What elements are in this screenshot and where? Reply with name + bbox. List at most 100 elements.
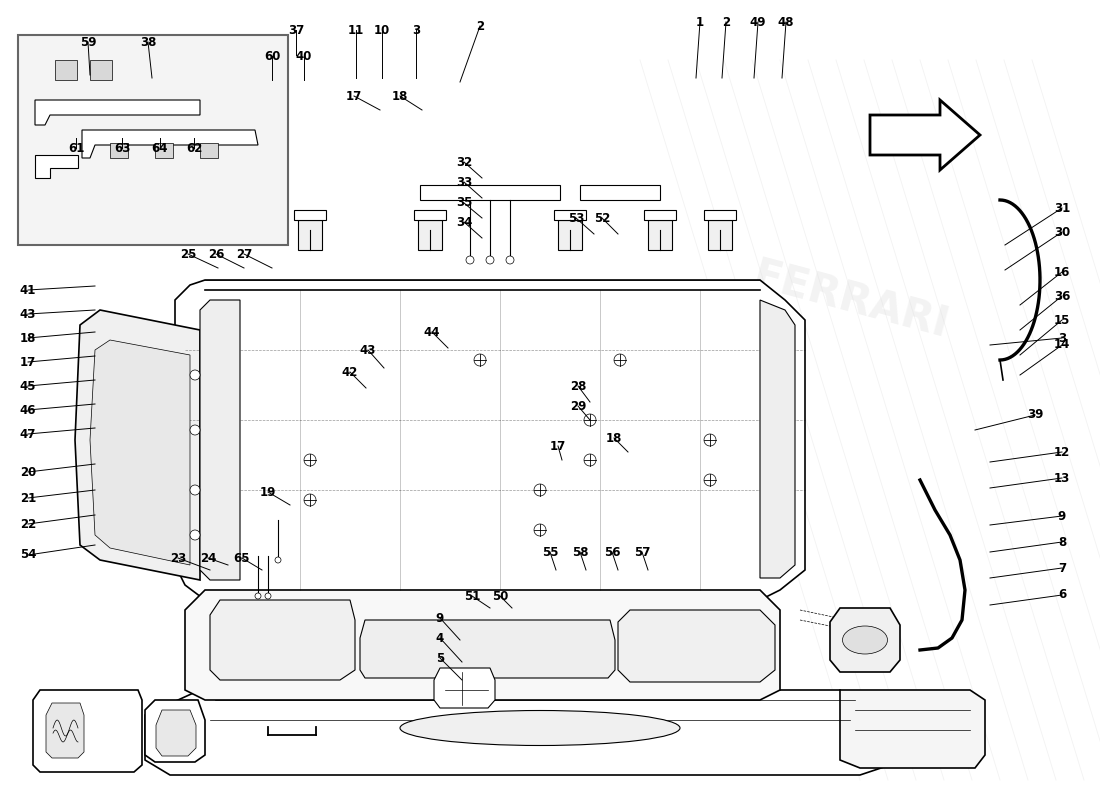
Polygon shape: [760, 300, 795, 578]
Polygon shape: [870, 100, 980, 170]
Polygon shape: [35, 100, 200, 125]
Text: 30: 30: [1054, 226, 1070, 238]
Text: 43: 43: [20, 307, 36, 321]
Text: 28: 28: [570, 379, 586, 393]
Text: 39: 39: [1026, 409, 1043, 422]
Bar: [90, 60, 112, 80]
Text: 2: 2: [476, 19, 484, 33]
Bar: [200, 143, 218, 158]
Text: 13: 13: [1054, 471, 1070, 485]
Polygon shape: [175, 280, 805, 600]
Circle shape: [265, 593, 271, 599]
FancyBboxPatch shape: [18, 35, 288, 245]
Text: 34: 34: [455, 215, 472, 229]
Bar: [155, 143, 173, 158]
Text: 24: 24: [200, 551, 217, 565]
Text: 11: 11: [348, 23, 364, 37]
Text: 3: 3: [1058, 331, 1066, 345]
Bar: [644, 210, 676, 220]
Polygon shape: [82, 130, 258, 158]
Circle shape: [304, 454, 316, 466]
Bar: [704, 210, 736, 220]
Bar: [110, 143, 128, 158]
Polygon shape: [33, 690, 142, 772]
Circle shape: [474, 354, 486, 366]
Circle shape: [275, 557, 280, 563]
Polygon shape: [145, 700, 205, 762]
Circle shape: [704, 474, 716, 486]
Polygon shape: [35, 155, 78, 178]
Text: 9: 9: [1058, 510, 1066, 522]
Text: 21: 21: [20, 491, 36, 505]
Polygon shape: [618, 610, 776, 682]
Text: 25: 25: [179, 247, 196, 261]
Circle shape: [190, 485, 200, 495]
Text: 41: 41: [20, 283, 36, 297]
Text: 4: 4: [436, 631, 444, 645]
Ellipse shape: [843, 626, 888, 654]
Text: 45: 45: [20, 379, 36, 393]
Bar: [558, 220, 582, 250]
Text: 60: 60: [264, 50, 280, 62]
Text: 50: 50: [492, 590, 508, 602]
Polygon shape: [185, 590, 780, 700]
Text: 52: 52: [594, 211, 610, 225]
Circle shape: [534, 484, 546, 496]
Text: 2: 2: [722, 15, 730, 29]
Circle shape: [506, 256, 514, 264]
Text: 17: 17: [345, 90, 362, 102]
Bar: [55, 60, 77, 80]
Polygon shape: [840, 690, 984, 768]
Text: 10: 10: [374, 23, 390, 37]
Circle shape: [255, 593, 261, 599]
Bar: [580, 185, 660, 200]
Text: 58: 58: [572, 546, 588, 558]
Text: 49: 49: [750, 15, 767, 29]
Bar: [420, 185, 560, 200]
Text: 51: 51: [464, 590, 481, 602]
Text: 18: 18: [392, 90, 408, 102]
Text: 15: 15: [1054, 314, 1070, 326]
Text: 18: 18: [606, 431, 623, 445]
Text: 18: 18: [20, 331, 36, 345]
Text: 32: 32: [455, 155, 472, 169]
Text: 23: 23: [169, 551, 186, 565]
Text: 5: 5: [436, 651, 444, 665]
Polygon shape: [830, 608, 900, 672]
Text: 19: 19: [260, 486, 276, 498]
Text: 12: 12: [1054, 446, 1070, 458]
Text: 1: 1: [696, 15, 704, 29]
Text: 31: 31: [1054, 202, 1070, 214]
Text: 38: 38: [140, 35, 156, 49]
Text: 33: 33: [455, 175, 472, 189]
Text: 53: 53: [568, 211, 584, 225]
Circle shape: [614, 354, 626, 366]
Text: 43: 43: [360, 343, 376, 357]
Text: 27: 27: [235, 247, 252, 261]
Text: 44: 44: [424, 326, 440, 338]
Text: 47: 47: [20, 427, 36, 441]
Bar: [414, 210, 446, 220]
Bar: [418, 220, 442, 250]
Text: 64: 64: [152, 142, 168, 154]
Text: 65: 65: [233, 551, 251, 565]
Circle shape: [584, 414, 596, 426]
Text: 61: 61: [68, 142, 85, 154]
Text: 48: 48: [778, 15, 794, 29]
Circle shape: [584, 454, 596, 466]
Text: 22: 22: [20, 518, 36, 530]
Polygon shape: [360, 620, 615, 678]
Text: 16: 16: [1054, 266, 1070, 278]
Text: 17: 17: [20, 355, 36, 369]
Polygon shape: [90, 340, 190, 565]
Text: 37: 37: [288, 23, 304, 37]
Bar: [298, 220, 322, 250]
Text: 56: 56: [604, 546, 620, 558]
Text: 14: 14: [1054, 338, 1070, 351]
Circle shape: [190, 530, 200, 540]
Text: 7: 7: [1058, 562, 1066, 574]
Text: 42: 42: [342, 366, 359, 378]
Bar: [294, 210, 326, 220]
Circle shape: [534, 524, 546, 536]
Text: 3: 3: [411, 23, 420, 37]
